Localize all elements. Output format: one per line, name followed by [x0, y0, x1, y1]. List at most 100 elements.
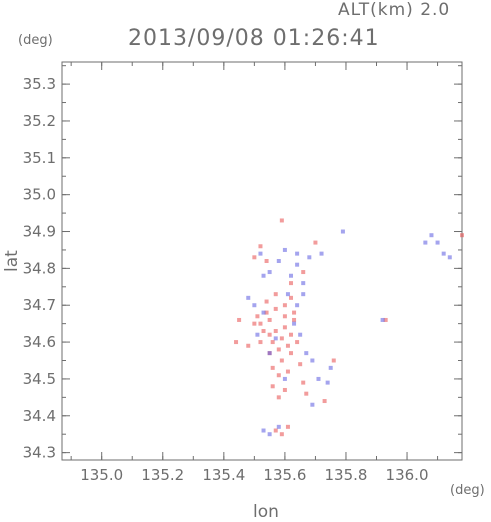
y-axis-unit: (deg) [18, 33, 53, 48]
red-data-point [279, 358, 284, 363]
red-data-point [298, 362, 303, 367]
red-data-point [292, 317, 297, 322]
red-data-point [252, 255, 257, 260]
x-axis-unit: (deg) [450, 483, 485, 498]
red-data-point [383, 317, 388, 322]
x-tick-label: 135.4 [202, 466, 245, 484]
red-data-point [234, 340, 239, 345]
red-data-point [282, 325, 287, 330]
red-data-point [261, 329, 266, 334]
blue-data-point [267, 270, 272, 275]
y-tick-label: 34.9 [23, 223, 56, 241]
red-data-point [258, 340, 263, 345]
red-data-point [289, 295, 294, 300]
red-data-point [255, 314, 260, 319]
blue-data-point [325, 380, 330, 385]
blue-data-point [252, 303, 257, 308]
red-data-point [313, 240, 318, 245]
y-tick-label: 34.7 [23, 296, 56, 314]
red-data-point [270, 384, 275, 389]
red-data-point [270, 365, 275, 370]
red-data-point [237, 317, 242, 322]
red-data-point [285, 369, 290, 374]
red-data-point [282, 314, 287, 319]
red-data-point [279, 336, 284, 341]
y-tick-label: 34.3 [23, 444, 56, 462]
y-tick-label: 35.3 [23, 75, 56, 93]
blue-data-point [298, 332, 303, 337]
red-data-point [258, 321, 263, 326]
x-tick-label: 135.6 [263, 466, 306, 484]
x-tick-label: 135.0 [80, 466, 123, 484]
blue-data-point [282, 247, 287, 252]
chart-title: 2013/09/08 01:26:41 [128, 26, 380, 51]
blue-data-point [276, 259, 281, 263]
blue-data-point [301, 292, 306, 297]
blue-data-point [423, 240, 428, 245]
blue-data-point [258, 251, 263, 256]
red-data-point [264, 310, 269, 315]
blue-data-point [304, 351, 309, 356]
red-data-point [304, 391, 309, 396]
blue-data-point [310, 402, 315, 407]
blue-data-point [292, 321, 297, 326]
blue-data-point [285, 292, 290, 297]
blue-data-point [295, 262, 300, 267]
x-tick-label: 135.2 [141, 466, 184, 484]
blue-data-point [267, 432, 272, 437]
blue-data-point [310, 358, 315, 363]
blue-data-point [261, 310, 266, 315]
blue-data-point [295, 251, 300, 256]
x-tick-label: 136.0 [386, 466, 429, 484]
red-data-point [301, 270, 306, 275]
red-data-point [264, 259, 269, 263]
blue-data-point [447, 255, 452, 260]
red-data-point [276, 373, 281, 378]
blue-data-point [255, 332, 260, 337]
red-data-point [289, 281, 294, 286]
blue-data-point [307, 255, 312, 260]
blue-data-point [316, 376, 321, 381]
blue-data-point [301, 281, 306, 286]
y-tick-label: 34.4 [23, 407, 56, 425]
red-data-point [331, 358, 336, 363]
red-data-point [285, 424, 290, 429]
blue-data-point [261, 428, 266, 433]
blue-data-point [340, 229, 345, 234]
red-data-point [292, 310, 297, 315]
x-tick-label: 135.8 [324, 466, 367, 484]
red-data-point [301, 380, 306, 385]
red-data-point [289, 351, 294, 356]
blue-data-point [328, 365, 333, 370]
blue-data-point [289, 273, 294, 278]
red-data-point [282, 387, 287, 392]
red-data-point [273, 292, 278, 297]
red-data-point [246, 343, 251, 348]
blue-data-point [380, 317, 385, 322]
plot-frame [61, 61, 463, 461]
red-data-point [276, 395, 281, 400]
blue-data-point [267, 351, 272, 356]
red-data-point [258, 244, 263, 249]
blue-data-point [319, 251, 324, 256]
y-tick-label: 35.1 [23, 149, 56, 167]
y-tick-label: 34.5 [23, 370, 56, 388]
red-data-point [267, 317, 272, 322]
blue-data-point [441, 251, 446, 256]
red-data-point [282, 303, 287, 308]
red-data-point [295, 340, 300, 345]
red-data-point [285, 343, 290, 348]
y-tick-label: 34.8 [23, 259, 56, 277]
blue-data-point [246, 295, 251, 300]
y-tick-label: 34.6 [23, 333, 56, 351]
red-data-point [279, 218, 284, 223]
red-data-point [460, 233, 464, 238]
red-data-point [289, 332, 294, 337]
red-data-point [270, 340, 275, 345]
red-data-point [273, 329, 278, 334]
red-data-point [322, 399, 327, 404]
red-data-point [279, 432, 284, 437]
blue-data-point [295, 303, 300, 308]
blue-data-point [276, 424, 281, 429]
